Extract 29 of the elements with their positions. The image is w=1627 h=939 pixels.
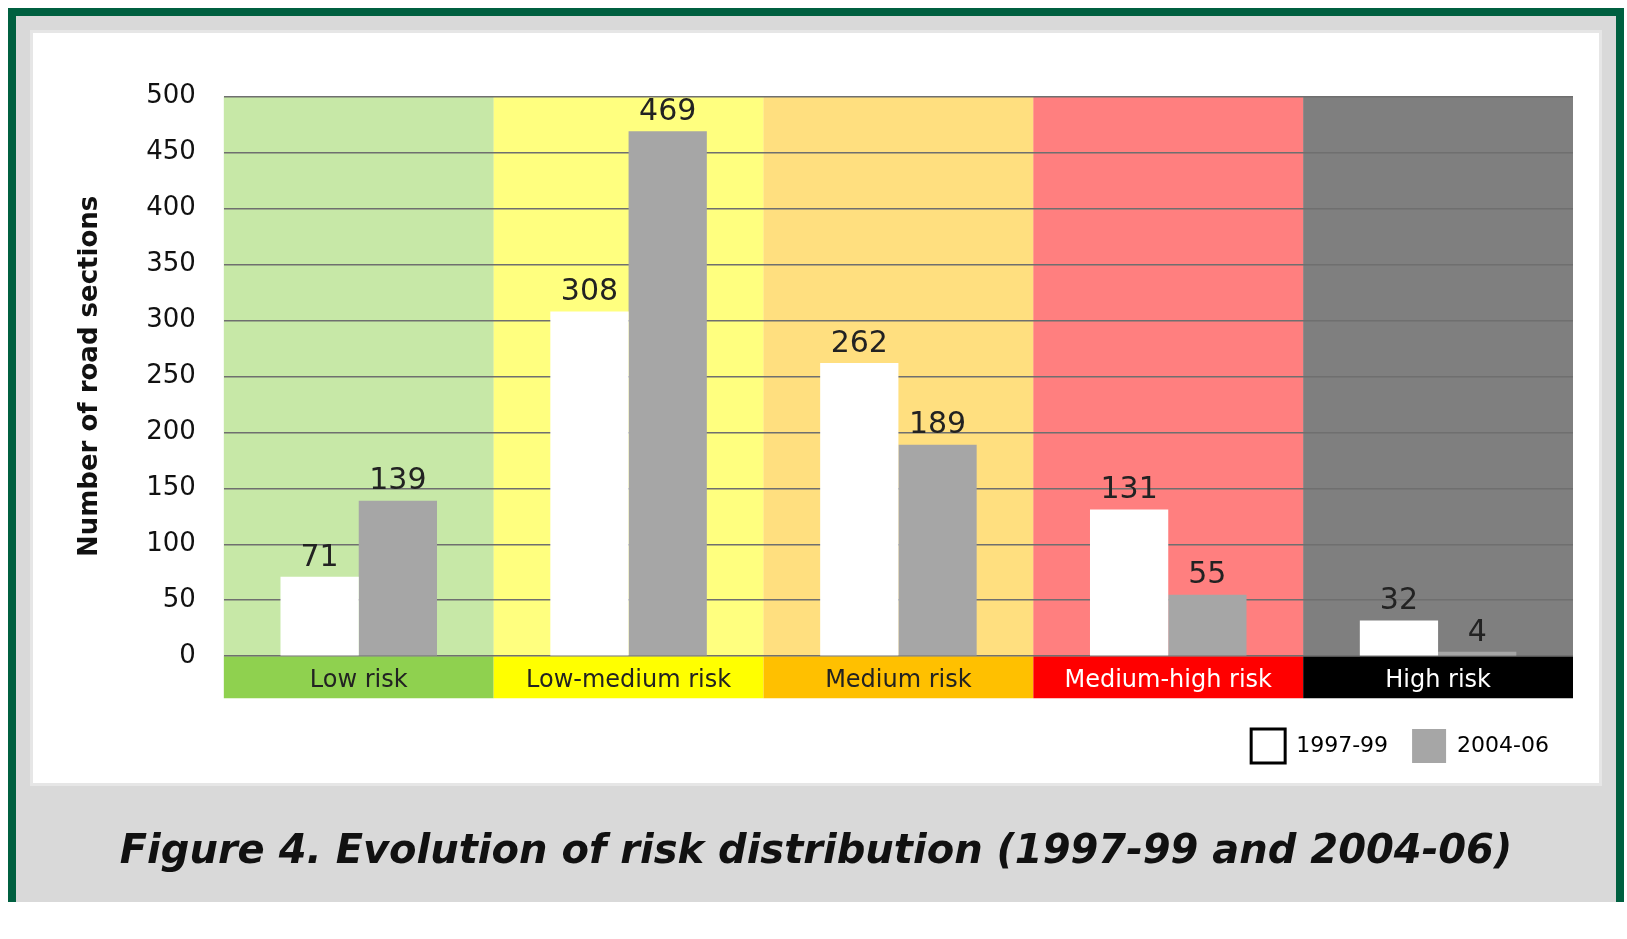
x-tick-label: High risk [1385,664,1492,693]
data-label: 469 [639,92,697,128]
y-tick-label: 50 [162,582,196,613]
data-label: 262 [830,323,888,359]
y-tick-label: 300 [146,303,196,334]
data-label: 139 [369,461,427,497]
y-tick-label: 350 [146,247,196,278]
y-tick-label: 200 [146,415,196,446]
x-tick-label: Low risk [309,664,408,693]
y-tick-label: 450 [146,135,196,166]
text: Figure 4. Evolution of risk distribution (1997-99 and 2004-06) [118,825,1514,874]
data-label: 55 [1188,555,1227,591]
y-tick-label: 250 [146,359,196,390]
data-label: 71 [300,537,339,573]
y-tick-label: 150 [146,471,196,502]
y-tick-label: 0 [179,638,196,669]
legend-label: 1997-99 [1296,731,1389,757]
data-label: 308 [560,272,619,308]
y-tick-label: 400 [146,191,196,222]
x-tick-label: Medium risk [825,664,972,693]
x-tick-label: Low-medium risk [526,664,732,693]
y-tick-label: 500 [146,79,196,110]
y-tick-label: 100 [146,527,196,558]
x-tick-label: Medium-high risk [1064,664,1273,693]
y-axis-title: Number of road sections [73,195,104,558]
data-label: 32 [1379,581,1419,617]
data-label: 189 [908,405,967,441]
data-label: 4 [1467,612,1487,648]
legend-label: 2004-06 [1457,731,1549,757]
